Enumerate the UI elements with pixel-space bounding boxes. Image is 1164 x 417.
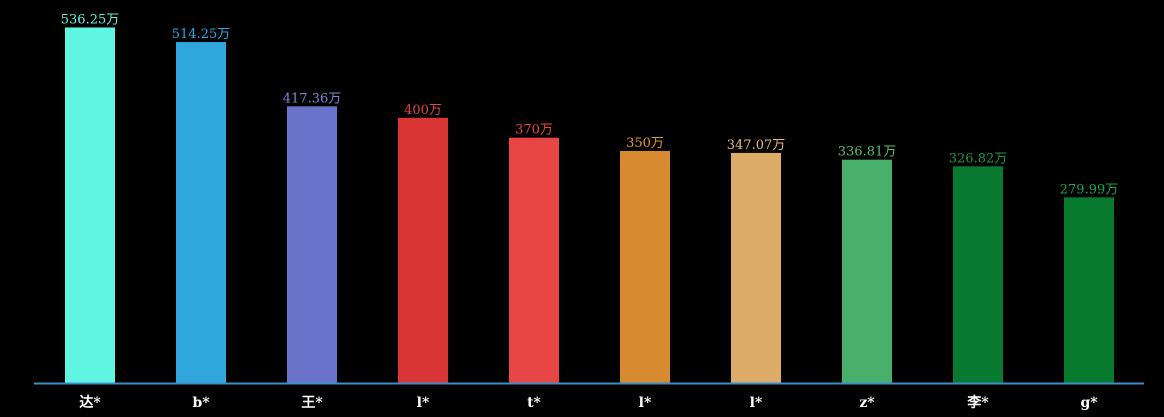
bar [509,137,559,383]
bar [287,106,337,384]
x-tick-label: l* [639,395,652,411]
value-labels-group: 536.25万 514.25万 417.36万 400万 370万 350万 347.07万… [61,12,1119,197]
bar [398,117,448,384]
bar [65,27,115,384]
bar-value-label: 326.82万 [949,151,1008,166]
x-tick-label: b* [192,395,210,411]
x-tick-label: l* [750,395,763,411]
bar-value-label: 400万 [404,103,442,118]
bar-value-label: 536.25万 [61,12,120,27]
bar [1064,197,1114,383]
bar-value-label: 279.99万 [1060,182,1119,197]
bar [731,152,781,383]
x-tick-label: 达* [79,394,101,411]
bar-value-label: 336.81万 [838,145,897,160]
bar [842,159,892,383]
bar [620,150,670,383]
bar-value-label: 370万 [515,123,553,138]
bar [176,42,226,384]
bar-value-label: 514.25万 [172,27,231,42]
bar-value-label: 347.07万 [727,138,786,153]
x-tick-labels-group: 达* b* 王* l* t* l* l* z* 李* g* [79,394,1098,411]
x-tick-label: l* [417,395,430,411]
bar [953,166,1003,383]
x-tick-label: t* [527,395,541,411]
x-tick-label: z* [859,395,875,411]
bar-value-label: 350万 [626,136,664,151]
bar-value-label: 417.36万 [283,91,342,106]
bars-group [65,27,1114,384]
x-tick-label: 李* [966,394,989,411]
x-tick-label: g* [1080,395,1098,411]
x-tick-label: 王* [301,395,323,411]
